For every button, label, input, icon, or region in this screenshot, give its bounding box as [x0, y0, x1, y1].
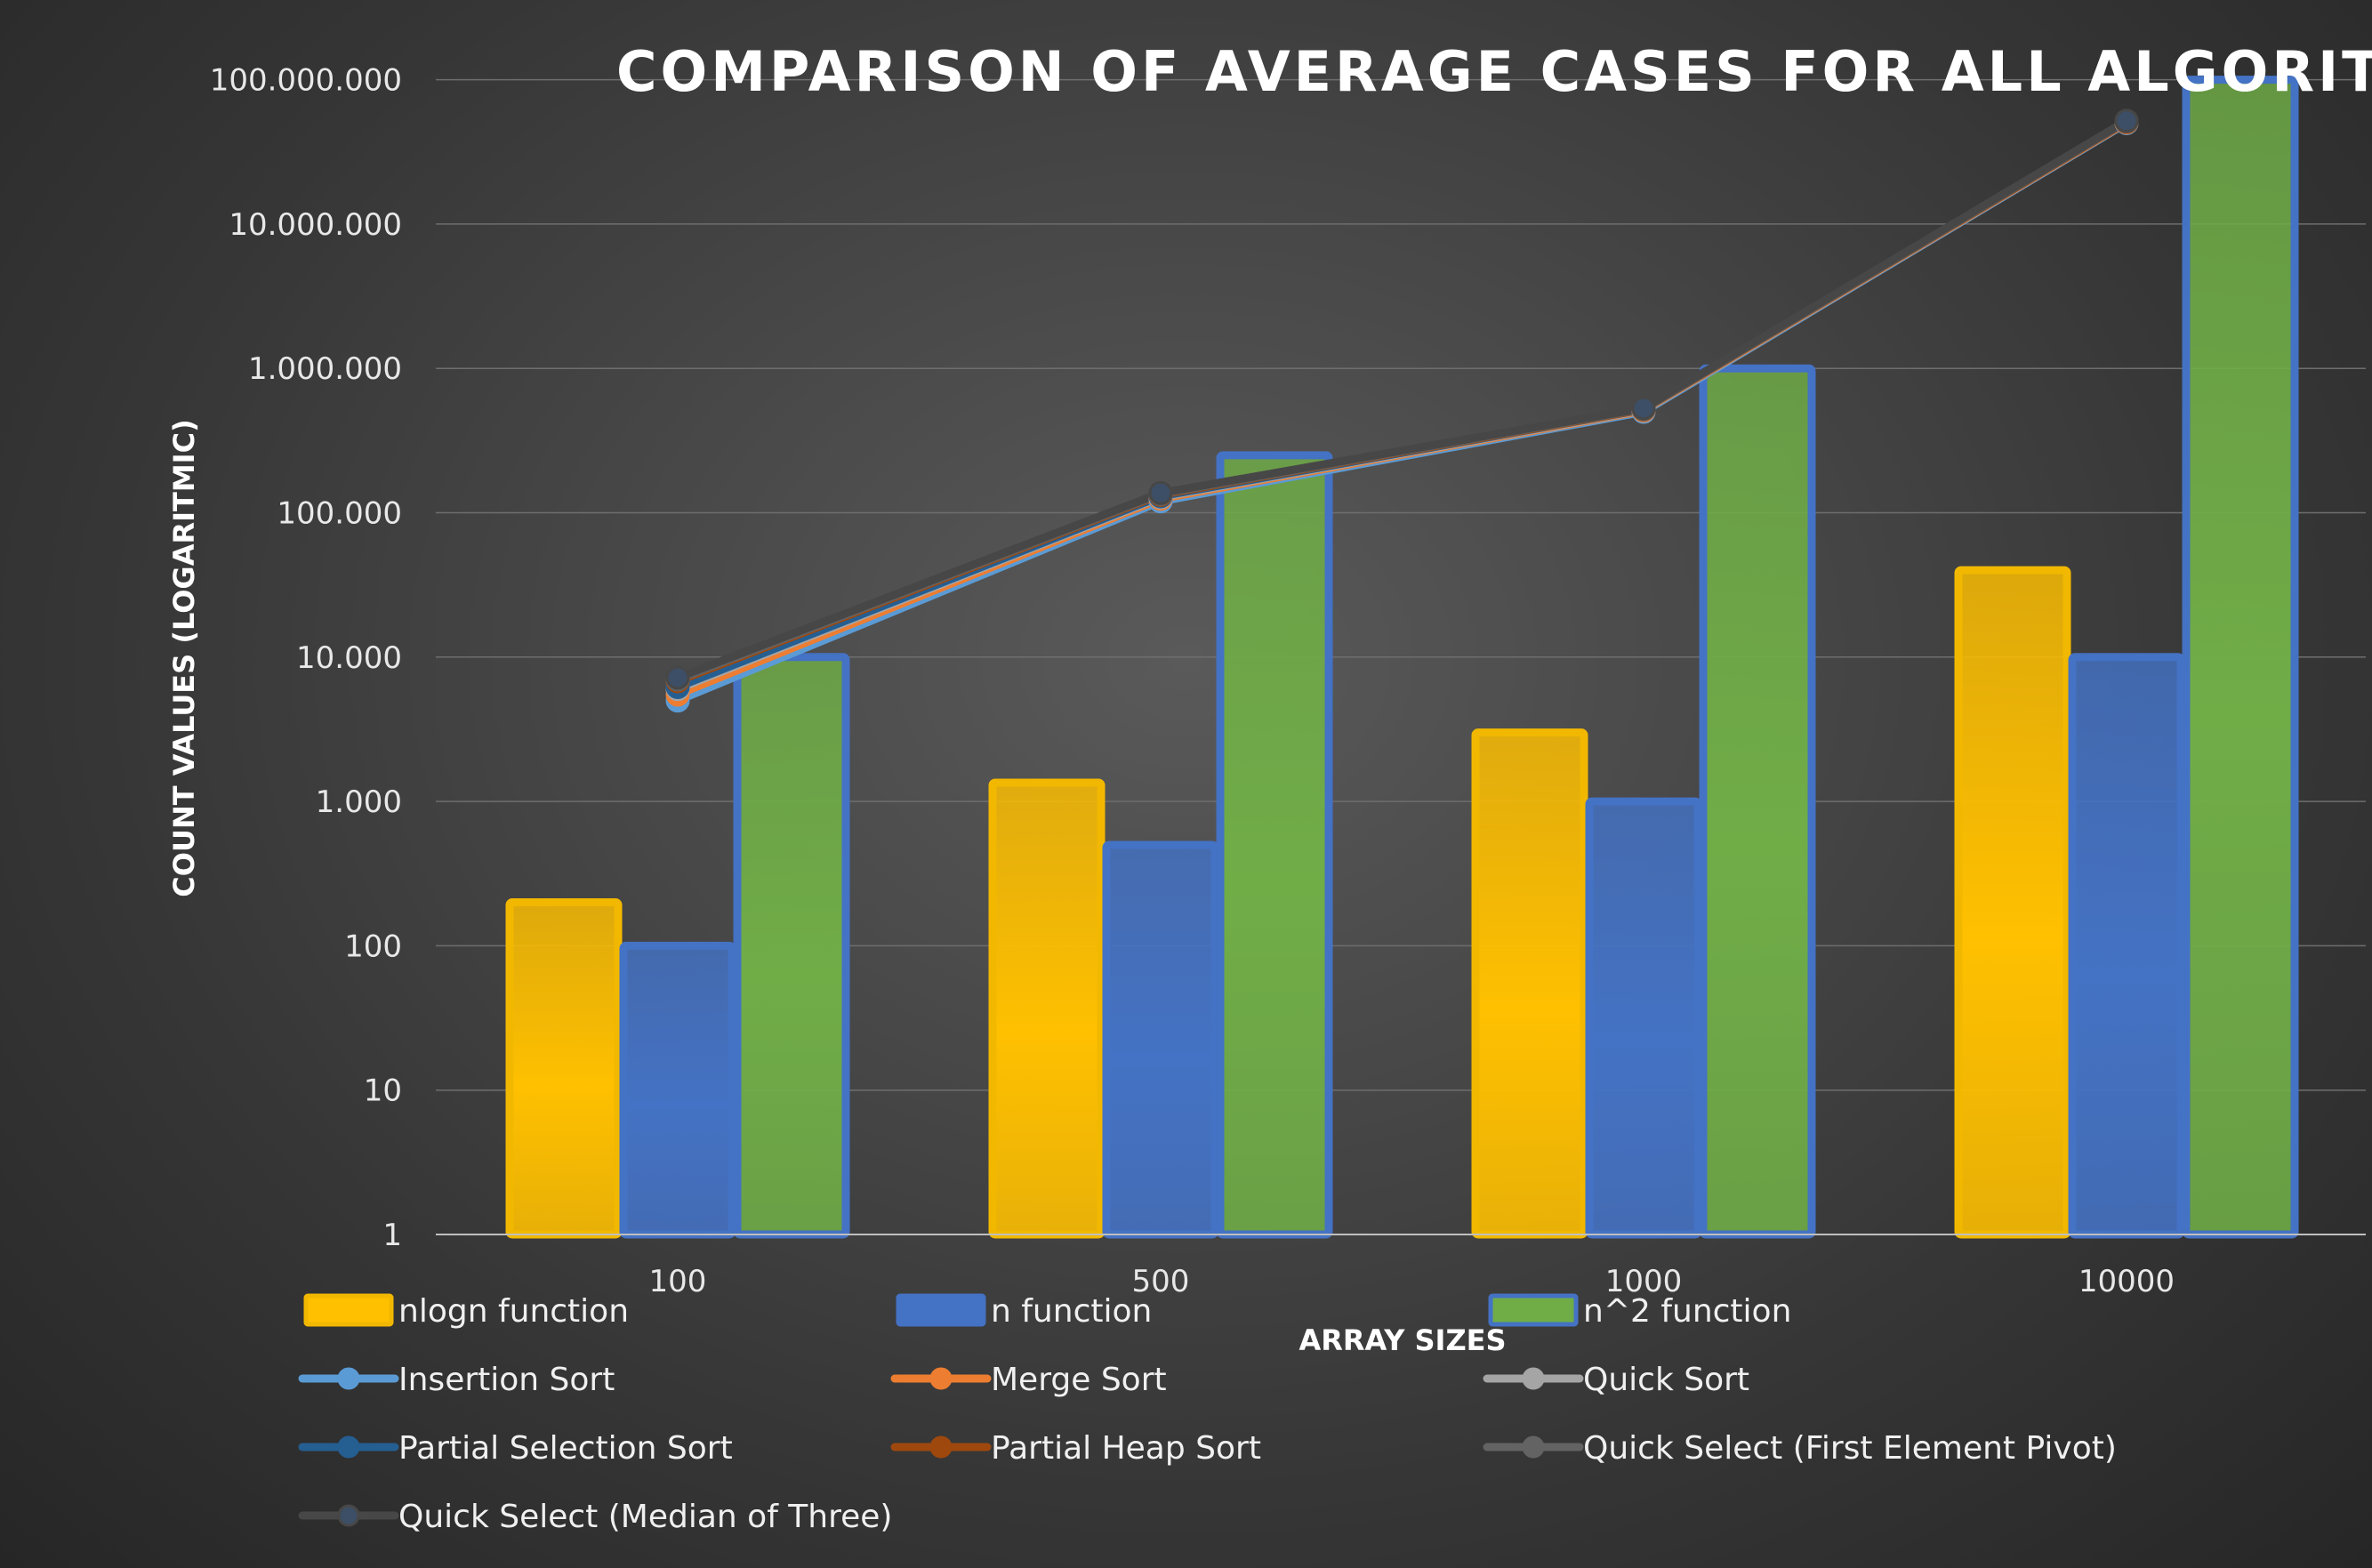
- bar-n-2-function-100: [733, 653, 850, 1239]
- line-quick-select-median-of-three: [673, 117, 2131, 682]
- legend-item-quick-sort[interactable]: Quick Sort: [1483, 1362, 1749, 1398]
- legend-item-nlogn-function[interactable]: nlogn function: [303, 1293, 629, 1330]
- legend-label: n^2 function: [1583, 1293, 1791, 1330]
- x-tick-label: 500: [1132, 1264, 1190, 1299]
- marker-quick-select-median-of-three-10000: [2114, 109, 2139, 133]
- y-axis-title: COUNT VALUES (LOGARITMIC): [167, 419, 201, 897]
- bar-nlogn-function-500: [988, 778, 1106, 1239]
- x-axis-title: ARRAY SIZES: [1299, 1323, 1506, 1357]
- legend-item-n-2-function[interactable]: n^2 function: [1488, 1293, 1791, 1330]
- y-tick-label: 1: [382, 1218, 402, 1253]
- legend-label: Quick Select (Median of Three): [398, 1499, 892, 1535]
- y-tick-label: 10.000: [296, 640, 402, 676]
- y-tick-label: 1.000: [316, 784, 402, 820]
- bar-n-function-1000: [1585, 797, 1702, 1239]
- line-merge-sort: [673, 118, 2131, 699]
- legend-swatch: [896, 1293, 986, 1327]
- x-tick-label: 100: [649, 1264, 707, 1299]
- legend-item-partial-selection-sort[interactable]: Partial Selection Sort: [298, 1430, 733, 1467]
- bar-nlogn-function-100: [505, 898, 623, 1239]
- y-tick-label: 100.000: [277, 496, 402, 532]
- legend-label: Partial Heap Sort: [991, 1430, 1261, 1467]
- line-partial-selection-sort: [673, 117, 2131, 691]
- y-tick-label: 10: [364, 1073, 402, 1109]
- marker-quick-select-median-of-three-500: [1148, 480, 1173, 505]
- legend-swatch: [303, 1293, 394, 1327]
- y-tick-label: 100.000.000: [210, 63, 402, 99]
- legend-label: n function: [991, 1293, 1152, 1330]
- legend-label: Quick Sort: [1583, 1362, 1749, 1398]
- legend-item-merge-sort[interactable]: Merge Sort: [890, 1362, 1167, 1398]
- legend-item-quick-select-median-of-three[interactable]: Quick Select (Median of Three): [298, 1499, 892, 1535]
- legend-swatch-marker: [337, 1504, 360, 1527]
- x-tick-label: 10000: [2079, 1264, 2175, 1299]
- x-tick-label: 1000: [1605, 1264, 1683, 1299]
- bar-n-function-500: [1102, 840, 1219, 1239]
- axis-layer: 1 10 100 1.000 10.000 100.000 1.000.000 10.000.…: [210, 63, 2366, 1299]
- bar-n-function-100: [619, 941, 736, 1239]
- legend-label: Insertion Sort: [398, 1362, 615, 1398]
- marker-quick-select-median-of-three-1000: [1631, 396, 1656, 421]
- legend-swatch-marker: [337, 1435, 360, 1459]
- legend-item-partial-heap-sort[interactable]: Partial Heap Sort: [890, 1430, 1261, 1467]
- legend-swatch: [1488, 1293, 1579, 1327]
- bar-n-2-function-10000: [2182, 76, 2299, 1239]
- legend-label: nlogn function: [398, 1293, 629, 1330]
- legend-swatch-marker: [929, 1367, 953, 1390]
- legend-swatch-marker: [1522, 1435, 1545, 1459]
- marker-quick-select-median-of-three-100: [665, 665, 690, 690]
- y-tick-label: 100: [344, 929, 402, 964]
- bar-nlogn-function-1000: [1471, 728, 1588, 1239]
- legend-swatch-marker: [1522, 1367, 1545, 1390]
- legend-item-insertion-sort[interactable]: Insertion Sort: [298, 1362, 615, 1398]
- line-layer: [665, 109, 2139, 713]
- legend-layer: nlogn function n function n^2 function Inse…: [298, 1293, 2117, 1535]
- legend-label: Partial Selection Sort: [398, 1430, 733, 1467]
- y-tick-label: 1.000.000: [248, 351, 402, 387]
- legend-item-quick-select-first-element-pivot[interactable]: Quick Select (First Element Pivot): [1483, 1430, 2117, 1467]
- chart-title: COMPARISON OF AVERAGE CASES FOR ALL ALGO…: [616, 39, 2372, 104]
- bar-n-function-10000: [2068, 653, 2185, 1239]
- legend-item-n-function[interactable]: n function: [896, 1293, 1152, 1330]
- legend-swatch-marker: [929, 1435, 953, 1459]
- bar-n-2-function-1000: [1699, 364, 1816, 1239]
- legend-label: Merge Sort: [991, 1362, 1167, 1398]
- y-tick-label: 10.000.000: [229, 207, 402, 243]
- line-insertion-sort: [673, 118, 2131, 705]
- legend-label: Quick Select (First Element Pivot): [1583, 1430, 2117, 1467]
- bar-nlogn-function-10000: [1954, 566, 2071, 1239]
- legend-swatch-marker: [337, 1367, 360, 1390]
- bar-n-2-function-500: [1216, 451, 1333, 1239]
